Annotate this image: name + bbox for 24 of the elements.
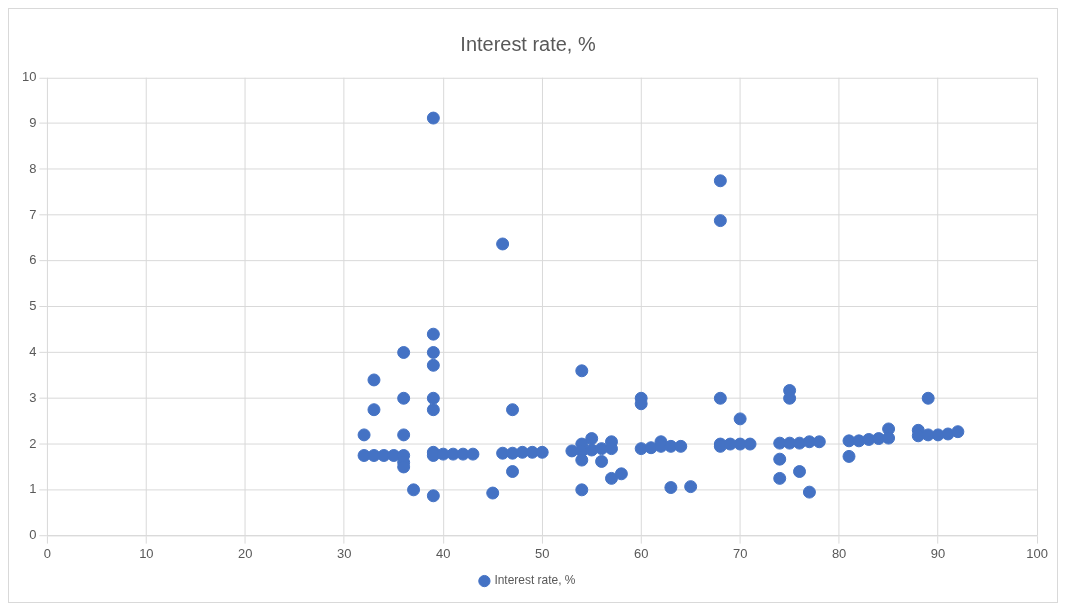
x-tick-label: 0 <box>43 545 51 561</box>
chart-title: Interest rate, % <box>460 33 596 56</box>
x-tick-label: 70 <box>732 545 748 561</box>
y-tick-label: 8 <box>29 160 37 176</box>
y-tick-label: 9 <box>29 115 37 131</box>
x-tick-label: 40 <box>436 545 451 561</box>
y-tick-label: 4 <box>29 344 37 360</box>
x-tick-label: 60 <box>633 545 649 561</box>
x-tick-label: 90 <box>930 545 946 561</box>
y-tick-label: 0 <box>29 527 37 543</box>
y-tick-label: 1 <box>29 481 37 497</box>
y-tick-label: 5 <box>29 298 37 314</box>
y-tick-label: 2 <box>29 435 37 451</box>
y-tick-label: 10 <box>21 69 37 85</box>
y-tick-label: 3 <box>29 389 37 405</box>
x-tick-label: 10 <box>139 545 154 561</box>
x-tick-label: 80 <box>831 545 847 561</box>
x-tick-label: 20 <box>238 545 253 561</box>
x-tick-label: 30 <box>337 545 352 561</box>
x-tick-label: 50 <box>535 545 550 561</box>
legend-label: Interest rate, % <box>494 573 576 588</box>
y-tick-label: 6 <box>29 252 37 268</box>
x-tick-label: 100 <box>1026 545 1048 561</box>
y-tick-label: 7 <box>29 206 37 222</box>
